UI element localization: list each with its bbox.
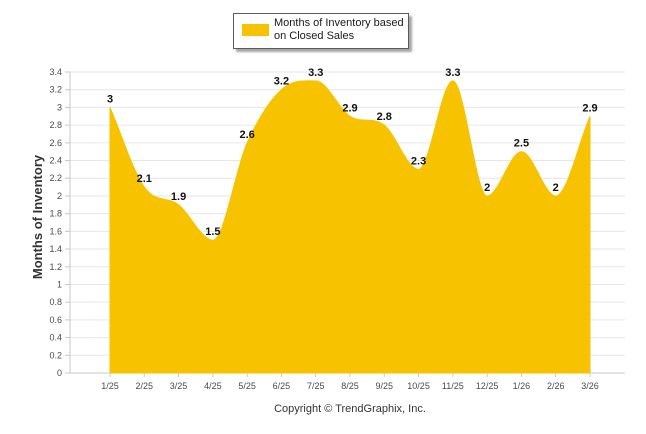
y-tick-label: 0.6	[49, 315, 62, 325]
data-label: 2	[553, 182, 559, 194]
x-tick-label: 12/25	[476, 381, 499, 391]
y-tick-label: 0.8	[49, 297, 62, 307]
x-tick-label: 1/25	[101, 381, 119, 391]
data-label: 1.5	[205, 226, 220, 238]
x-tick-label: 3/26	[581, 381, 599, 391]
series-area	[109, 80, 591, 374]
x-tick-label: 1/26	[513, 381, 531, 391]
y-axis-title: Months of Inventory	[30, 154, 45, 279]
data-label: 2	[484, 182, 490, 194]
data-labels: 3 2.1 1.9 1.5 2.6 3.2 3.3 2.9 2.8 2.3 3.3 2 2.5 2 2.9	[107, 67, 598, 238]
data-label: 3	[107, 93, 113, 105]
x-tick-label: 10/25	[407, 381, 430, 391]
y-tick-label: 3.4	[49, 67, 62, 77]
x-tick-label: 3/25	[170, 381, 188, 391]
x-axis-ticks: 1/25 2/25 3/25 4/25 5/25 6/25 7/25 8/25 9/25 10/2…	[101, 373, 599, 391]
data-label: 3.3	[445, 67, 460, 79]
data-label: 2.1	[137, 173, 152, 185]
y-tick-label: 1	[57, 279, 62, 289]
chart-legend: Months of Inventory based on Closed Sale…	[233, 13, 409, 49]
y-tick-label: 0	[57, 368, 62, 378]
x-tick-label: 2/26	[547, 381, 565, 391]
area-fill	[109, 80, 591, 374]
y-tick-label: 0.2	[49, 350, 62, 360]
data-label: 2.3	[411, 155, 426, 167]
x-tick-label: 4/25	[204, 381, 222, 391]
x-tick-label: 11/25	[442, 381, 464, 391]
y-tick-label: 2.8	[49, 120, 62, 130]
y-tick-label: 1.2	[49, 262, 62, 272]
y-tick-label: 1.4	[49, 244, 62, 254]
legend-swatch	[242, 24, 269, 36]
x-tick-label: 8/25	[341, 381, 359, 391]
legend-label: Months of Inventory based on Closed Sale…	[274, 17, 404, 42]
y-tick-label: 1.8	[49, 209, 62, 219]
data-label: 2.9	[582, 102, 597, 114]
data-label: 2.6	[239, 129, 254, 141]
y-axis-ticks: 0 0.2 0.4 0.6 0.8 1 1.2 1.4 1.6 1.8 2 2.2 2.4 2.6 2.8 3…	[49, 67, 62, 378]
data-label: 2.5	[514, 138, 529, 150]
y-tick-label: 1.6	[49, 226, 62, 236]
y-tick-label: 0.4	[49, 333, 62, 343]
copyright-credit: Copyright © TrendGraphix, Inc.	[274, 403, 426, 415]
x-tick-label: 5/25	[238, 381, 256, 391]
y-tick-label: 2	[57, 191, 62, 201]
x-tick-label: 9/25	[376, 381, 394, 391]
data-label: 3.2	[274, 76, 289, 88]
y-tick-label: 2.4	[49, 156, 62, 166]
y-tick-label: 3.2	[49, 85, 62, 95]
x-tick-label: 2/25	[136, 381, 154, 391]
data-label: 1.9	[171, 191, 186, 203]
y-tick-label: 2.2	[49, 173, 62, 183]
y-tick-label: 2.6	[49, 138, 62, 148]
x-tick-label: 7/25	[307, 381, 325, 391]
y-tick-label: 3	[57, 102, 62, 112]
data-label: 2.9	[342, 102, 357, 114]
data-label: 2.8	[377, 111, 392, 123]
x-tick-label: 6/25	[273, 381, 291, 391]
data-label: 3.3	[308, 67, 323, 79]
